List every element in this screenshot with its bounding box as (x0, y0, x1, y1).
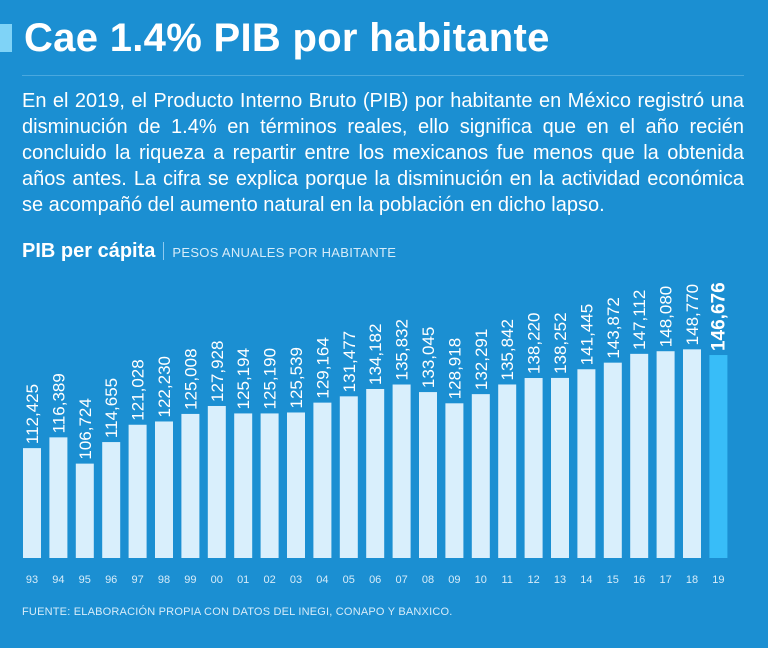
bar-value-label-08: 133,045 (419, 327, 438, 388)
x-tick-label-09: 09 (448, 574, 460, 586)
bar-value-label-10: 132,291 (472, 329, 491, 390)
bar-value-label-17: 148,080 (657, 286, 676, 347)
x-tick-label-16: 16 (633, 574, 645, 586)
page-title: Cae 1.4% PIB por habitante (24, 16, 550, 60)
bar-value-label-15: 143,872 (604, 297, 623, 358)
chart-subtitle: PESOS ANUALES POR HABITANTE (172, 245, 397, 260)
bar-04 (313, 402, 332, 558)
bar-value-label-09: 128,918 (445, 338, 464, 399)
bar-02 (260, 413, 279, 558)
x-tick-label-00: 00 (211, 574, 223, 586)
bar-99 (181, 413, 200, 558)
x-tick-label-96: 96 (105, 574, 117, 586)
bar-value-label-95: 106,724 (76, 398, 95, 459)
x-tick-label-94: 94 (52, 574, 64, 586)
x-tick-label-02: 02 (263, 574, 275, 586)
x-tick-label-15: 15 (607, 574, 619, 586)
x-tick-label-07: 07 (395, 574, 407, 586)
bar-05 (339, 396, 358, 558)
bar-14 (577, 369, 596, 558)
bar-15 (603, 362, 622, 558)
x-tick-label-97: 97 (131, 574, 143, 586)
chart-header: PIB per cápita PESOS ANUALES POR HABITANT… (22, 240, 396, 264)
bar-value-label-98: 122,230 (155, 356, 174, 417)
bar-value-label-99: 125,008 (181, 348, 200, 409)
x-tick-label-14: 14 (580, 574, 592, 586)
intro-paragraph: En el 2019, el Producto Interno Bruto (P… (22, 90, 744, 216)
x-tick-label-95: 95 (79, 574, 91, 586)
bar-96 (102, 442, 121, 558)
x-tick-label-11: 11 (501, 574, 512, 586)
x-tick-label-10: 10 (475, 574, 487, 586)
bar-11 (498, 384, 517, 558)
x-tick-label-18: 18 (686, 574, 698, 586)
bar-01 (234, 413, 253, 558)
x-tick-label-98: 98 (158, 574, 170, 586)
title-divider (22, 75, 744, 76)
bar-97 (128, 424, 147, 558)
bar-chart: 112,425 93 116,389 94 106,724 95 114,655 96 121,… (23, 282, 729, 586)
chart-header-separator (163, 242, 165, 260)
chart-title: PIB per cápita (22, 240, 156, 262)
x-tick-label-19: 19 (712, 574, 724, 586)
bar-value-label-96: 114,655 (102, 378, 121, 438)
x-tick-label-03: 03 (290, 574, 302, 586)
bar-value-label-02: 125,190 (261, 348, 280, 409)
x-tick-label-06: 06 (369, 574, 381, 586)
x-tick-label-04: 04 (316, 574, 328, 586)
bar-value-label-06: 134,182 (366, 324, 385, 385)
x-tick-label-93: 93 (26, 574, 38, 586)
x-tick-label-05: 05 (343, 574, 355, 586)
bar-18 (683, 349, 701, 558)
bar-value-label-16: 147,112 (630, 290, 649, 350)
bar-19 (709, 355, 728, 558)
bar-03 (287, 412, 305, 558)
bar-value-label-11: 135,842 (498, 319, 517, 380)
bar-94 (49, 437, 68, 558)
x-tick-label-01: 01 (237, 574, 249, 586)
bar-value-label-97: 121,028 (129, 359, 148, 420)
bar-00 (207, 405, 226, 558)
bar-value-label-00: 127,928 (208, 341, 227, 402)
bar-09 (445, 403, 464, 558)
bar-98 (155, 421, 173, 558)
bar-07 (392, 384, 411, 558)
bar-13 (551, 377, 569, 558)
bar-value-label-14: 141,445 (577, 304, 596, 365)
bar-value-label-04: 129,164 (313, 337, 332, 398)
bar-value-label-13: 138,252 (551, 312, 570, 373)
x-tick-label-12: 12 (527, 574, 539, 586)
bar-93 (23, 448, 41, 558)
bar-value-label-18: 148,770 (683, 284, 702, 345)
bar-06 (366, 388, 385, 558)
bar-value-label-05: 131,477 (340, 331, 359, 392)
x-tick-label-08: 08 (422, 574, 434, 586)
bar-12 (524, 378, 543, 558)
x-tick-label-17: 17 (659, 574, 671, 586)
bar-08 (419, 392, 437, 558)
bar-10 (471, 394, 490, 558)
bar-95 (75, 463, 94, 558)
bar-value-label-12: 138,220 (525, 313, 544, 374)
x-tick-label-13: 13 (554, 574, 566, 586)
bar-value-label-03: 125,539 (287, 347, 306, 408)
source-note: FUENTE: ELABORACIÓN PROPIA CON DATOS DEL… (22, 606, 453, 618)
title-accent-bar (0, 24, 12, 52)
x-tick-label-99: 99 (184, 574, 196, 586)
bar-value-label-94: 116,389 (49, 373, 68, 433)
bar-16 (630, 353, 649, 558)
bar-value-label-01: 125,194 (234, 348, 253, 409)
bar-value-label-07: 135,832 (393, 319, 412, 380)
bar-17 (656, 351, 675, 558)
bar-value-label-19: 146,676 (708, 282, 729, 351)
bar-value-label-93: 112,425 (23, 384, 42, 444)
